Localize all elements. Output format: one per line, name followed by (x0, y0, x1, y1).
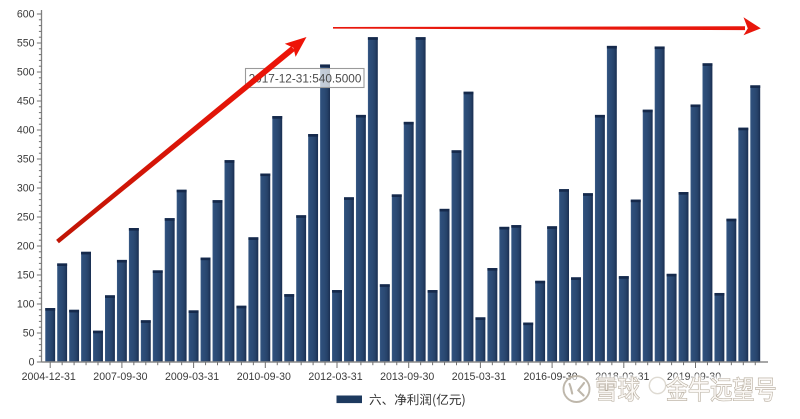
svg-text:0: 0 (29, 357, 35, 369)
svg-text:600: 600 (17, 9, 35, 21)
svg-text:50: 50 (23, 328, 35, 340)
svg-text:2013-09-30: 2013-09-30 (380, 371, 434, 383)
svg-text:2015-03-31: 2015-03-31 (452, 371, 506, 383)
svg-text:100: 100 (17, 299, 35, 311)
svg-text:550: 550 (17, 38, 35, 50)
svg-text:2012-03-31: 2012-03-31 (308, 371, 362, 383)
svg-text:150: 150 (17, 270, 35, 282)
svg-text:2007-09-30: 2007-09-30 (93, 371, 147, 383)
svg-text:2017-12-31:540.5000: 2017-12-31:540.5000 (249, 71, 362, 85)
svg-text:2016-09-30: 2016-09-30 (523, 371, 577, 383)
svg-text:2010-09-30: 2010-09-30 (237, 371, 291, 383)
svg-text:300: 300 (17, 183, 35, 195)
svg-text:350: 350 (17, 154, 35, 166)
svg-text:400: 400 (17, 125, 35, 137)
svg-text:2009-03-31: 2009-03-31 (165, 371, 219, 383)
svg-text:200: 200 (17, 241, 35, 253)
svg-text:2004-12-31: 2004-12-31 (22, 371, 76, 383)
svg-text:250: 250 (17, 212, 35, 224)
svg-text:500: 500 (17, 67, 35, 79)
svg-text:450: 450 (17, 96, 35, 108)
